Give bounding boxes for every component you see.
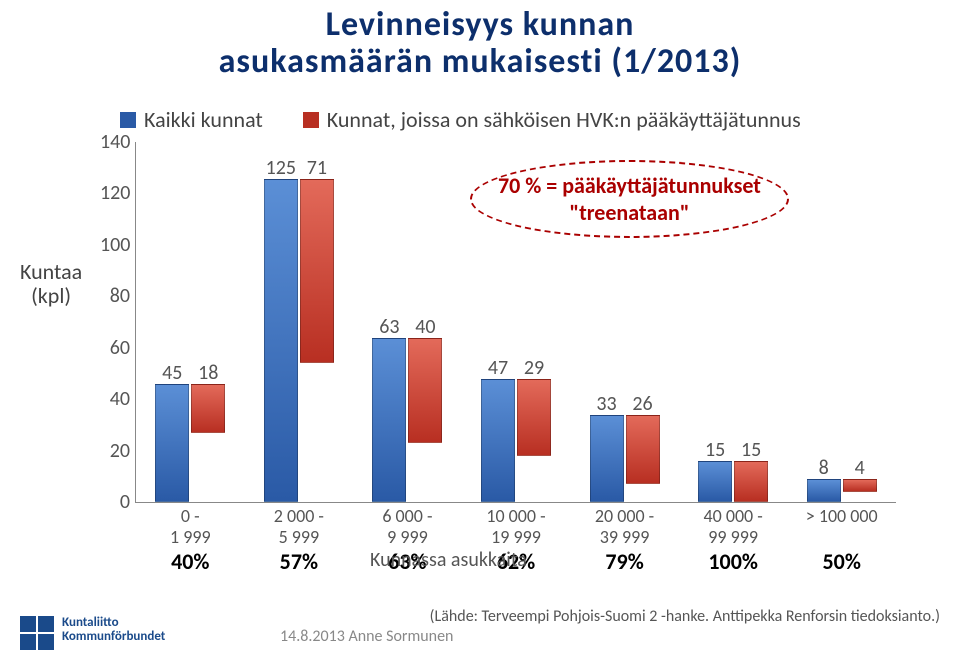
y-tick: 20: [100, 439, 130, 463]
bar-value: 18: [192, 361, 224, 385]
source-text: (Lähde: Terveempi Pohjois-Suomi 2 -hanke…: [430, 607, 940, 626]
bar-value: 45: [156, 361, 188, 385]
bar-value: 33: [591, 392, 623, 416]
y-tick: 40: [100, 387, 130, 411]
y-tick: 140: [100, 130, 130, 154]
bar-group: 332620 000 -39 99979%: [585, 415, 665, 502]
bar-value: 40: [409, 315, 441, 339]
bar: 26: [626, 415, 660, 484]
bar-value: 29: [518, 356, 550, 380]
logo: Kuntaliitto Kommunförbundet: [20, 616, 165, 650]
y-tick: 60: [100, 336, 130, 360]
bar: 63: [372, 338, 406, 502]
bar-group: 125712 000 -5 99957%: [259, 179, 339, 502]
bar: 8: [807, 479, 841, 502]
y-axis-title: Kuntaa (kpl): [20, 260, 82, 308]
bar-group: 84> 100 00050%: [802, 479, 882, 502]
bar-group: 472910 000 -19 99962%: [476, 379, 556, 502]
bar: 33: [590, 415, 624, 502]
bar-value: 15: [699, 438, 731, 462]
bar: 47: [481, 379, 515, 502]
bar: 40: [408, 338, 442, 443]
logo-icon: [20, 616, 54, 650]
y-tick: 120: [100, 181, 130, 205]
bar: 125: [264, 179, 298, 502]
bar-value: 71: [301, 156, 333, 180]
bar-value: 8: [808, 456, 840, 480]
plot-area: 45180 -1 99940% 125712 000 -5 99957% 63406…: [135, 142, 896, 503]
legend: Kaikki kunnat Kunnat, joissa on sähköise…: [120, 106, 801, 133]
legend-label-0: Kaikki kunnat: [144, 106, 263, 133]
x-axis-title: Kunnassa asukkaita: [370, 548, 527, 572]
bar-group: 45180 -1 99940%: [150, 384, 230, 502]
percent-label: 57%: [239, 502, 359, 575]
bar-value: 15: [735, 438, 767, 462]
legend-label-1: Kunnat, joissa on sähköisen HVK:n pääkäy…: [327, 106, 801, 133]
footer-date: 14.8.2013 Anne Sormunen: [280, 627, 453, 646]
legend-item-1: Kunnat, joissa on sähköisen HVK:n pääkäy…: [303, 106, 801, 133]
logo-text: Kuntaliitto Kommunförbundet: [62, 616, 165, 645]
percent-label: 40%: [130, 502, 250, 575]
bar-group: 63406 000 -9 99963%: [367, 338, 447, 502]
title-line2: asukasmäärän mukaisesti (1/2013): [0, 43, 960, 80]
bar: 4: [843, 479, 877, 491]
legend-swatch-0: [120, 112, 136, 128]
bar-value: 47: [482, 356, 514, 380]
legend-swatch-1: [303, 112, 319, 128]
percent-label: 100%: [673, 502, 793, 575]
bar: 29: [517, 379, 551, 456]
bar-chart: 45180 -1 99940% 125712 000 -5 99957% 63406…: [135, 142, 895, 502]
bars-container: 45180 -1 99940% 125712 000 -5 99957% 63406…: [136, 142, 896, 502]
title-line1: Levinneisyys kunnan: [0, 6, 960, 43]
y-tick: 100: [100, 233, 130, 257]
y-tick: 80: [100, 284, 130, 308]
percent-label: 50%: [782, 502, 902, 575]
legend-item-0: Kaikki kunnat: [120, 106, 263, 133]
bar-group: 151540 000 -99 999100%: [693, 461, 773, 502]
bar: 45: [155, 384, 189, 502]
bar: 15: [734, 461, 768, 502]
bar-value: 63: [373, 315, 405, 339]
bar-value: 4: [844, 456, 876, 480]
bar: 18: [191, 384, 225, 432]
bar-value: 26: [627, 392, 659, 416]
y-tick: 0: [100, 490, 130, 514]
bar-value: 125: [265, 156, 297, 180]
chart-title: Levinneisyys kunnan asukasmäärän mukaise…: [0, 0, 960, 81]
percent-label: 79%: [565, 502, 685, 575]
bar: 15: [698, 461, 732, 502]
bar: 71: [300, 179, 334, 364]
